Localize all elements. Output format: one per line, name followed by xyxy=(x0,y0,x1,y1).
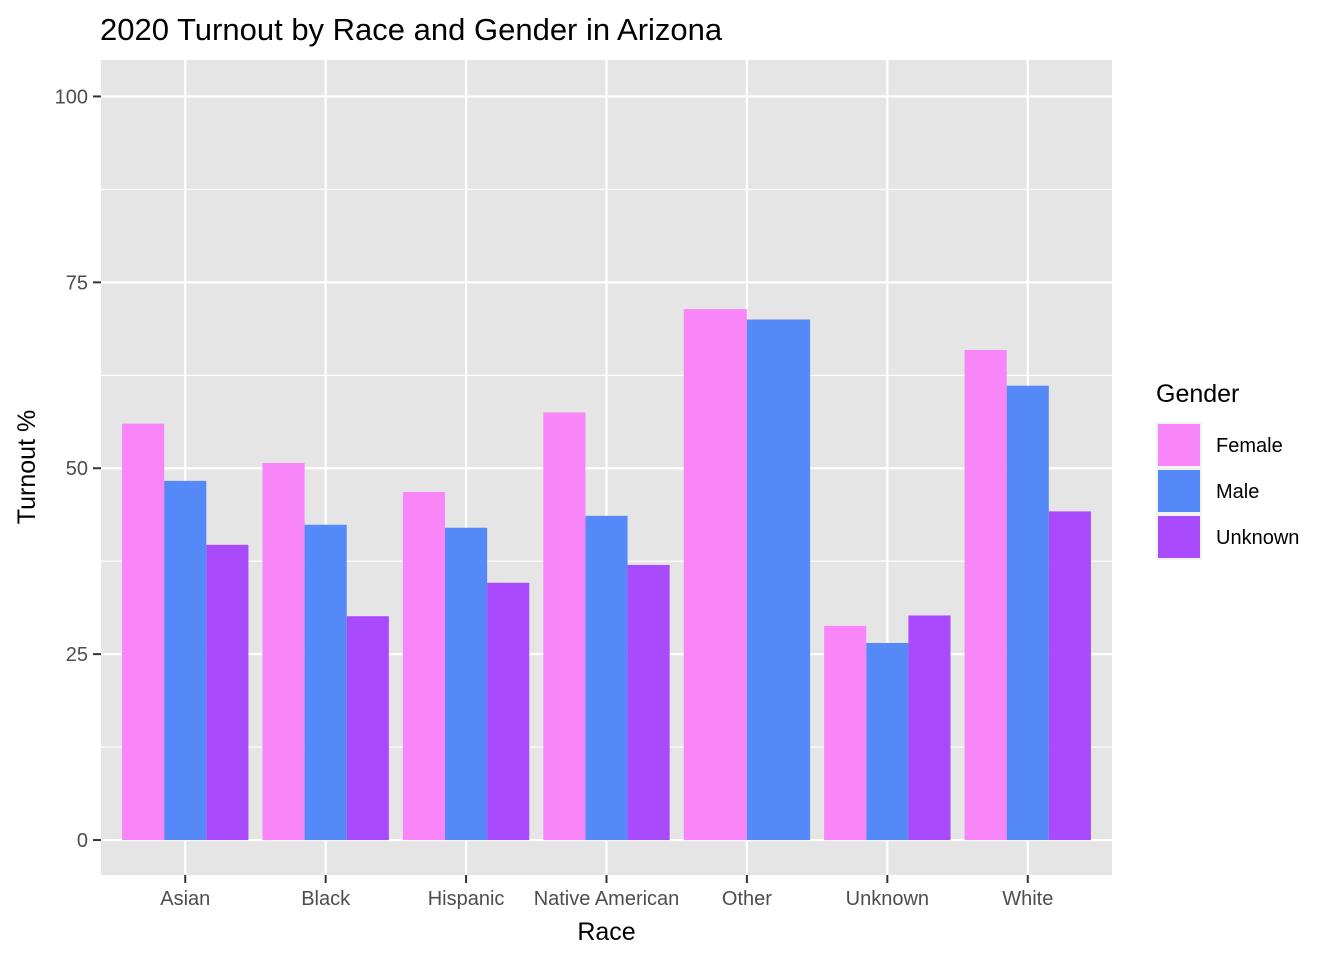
x-tick-label: Black xyxy=(301,888,351,910)
x-axis: Asian Black Hispanic Native American Other Un… xyxy=(160,875,1053,910)
y-tick-label: 25 xyxy=(66,644,88,666)
x-tick-label: Hispanic xyxy=(428,888,505,910)
bar-female-hispanic xyxy=(402,492,446,841)
bar-male-unknown xyxy=(866,642,909,841)
bar-male-other xyxy=(746,319,811,841)
x-tick-label: Native American xyxy=(534,888,680,910)
legend: Gender Female Male Unknown xyxy=(1156,380,1299,560)
bars xyxy=(122,309,1091,841)
bar-male-hispanic xyxy=(445,527,488,841)
x-tick-label: Asian xyxy=(160,888,210,910)
y-tick-label: 0 xyxy=(77,830,88,852)
x-axis-title: Race xyxy=(577,918,635,946)
y-tick-label: 100 xyxy=(55,86,88,108)
legend-swatch-female xyxy=(1158,424,1200,466)
y-tick-label: 75 xyxy=(66,272,88,294)
y-axis: 0 25 50 75 100 xyxy=(55,86,101,852)
bar-male-native-american xyxy=(585,515,628,841)
x-tick-label: Unknown xyxy=(846,888,929,910)
bar-unknown-black xyxy=(346,616,389,841)
legend-title: Gender xyxy=(1156,380,1239,408)
bar-female-other xyxy=(683,309,747,841)
bar-male-asian xyxy=(164,480,207,841)
bar-unknown-native-american xyxy=(627,564,670,841)
legend-swatch-male xyxy=(1158,470,1200,512)
bar-unknown-hispanic xyxy=(487,582,530,841)
bar-male-white xyxy=(1006,385,1049,841)
legend-label-female: Female xyxy=(1216,435,1283,457)
bar-male-black xyxy=(304,524,347,841)
y-axis-title: Turnout % xyxy=(13,410,41,524)
bar-unknown-unknown xyxy=(908,615,951,841)
chart-title: 2020 Turnout by Race and Gender in Arizo… xyxy=(100,12,723,47)
legend-swatch-unknown xyxy=(1158,516,1200,558)
bar-unknown-white xyxy=(1048,511,1091,841)
legend-label-male: Male xyxy=(1216,481,1259,503)
bar-female-unknown xyxy=(824,625,867,841)
bar-unknown-asian xyxy=(206,544,249,841)
y-tick-label: 50 xyxy=(66,458,88,480)
bar-female-native-american xyxy=(543,412,586,841)
legend-label-unknown: Unknown xyxy=(1216,527,1299,549)
x-tick-label: Other xyxy=(722,888,772,910)
x-tick-label: White xyxy=(1002,888,1053,910)
bar-female-black xyxy=(262,463,305,841)
bar-female-white xyxy=(964,350,1007,841)
bar-female-asian xyxy=(122,423,165,841)
